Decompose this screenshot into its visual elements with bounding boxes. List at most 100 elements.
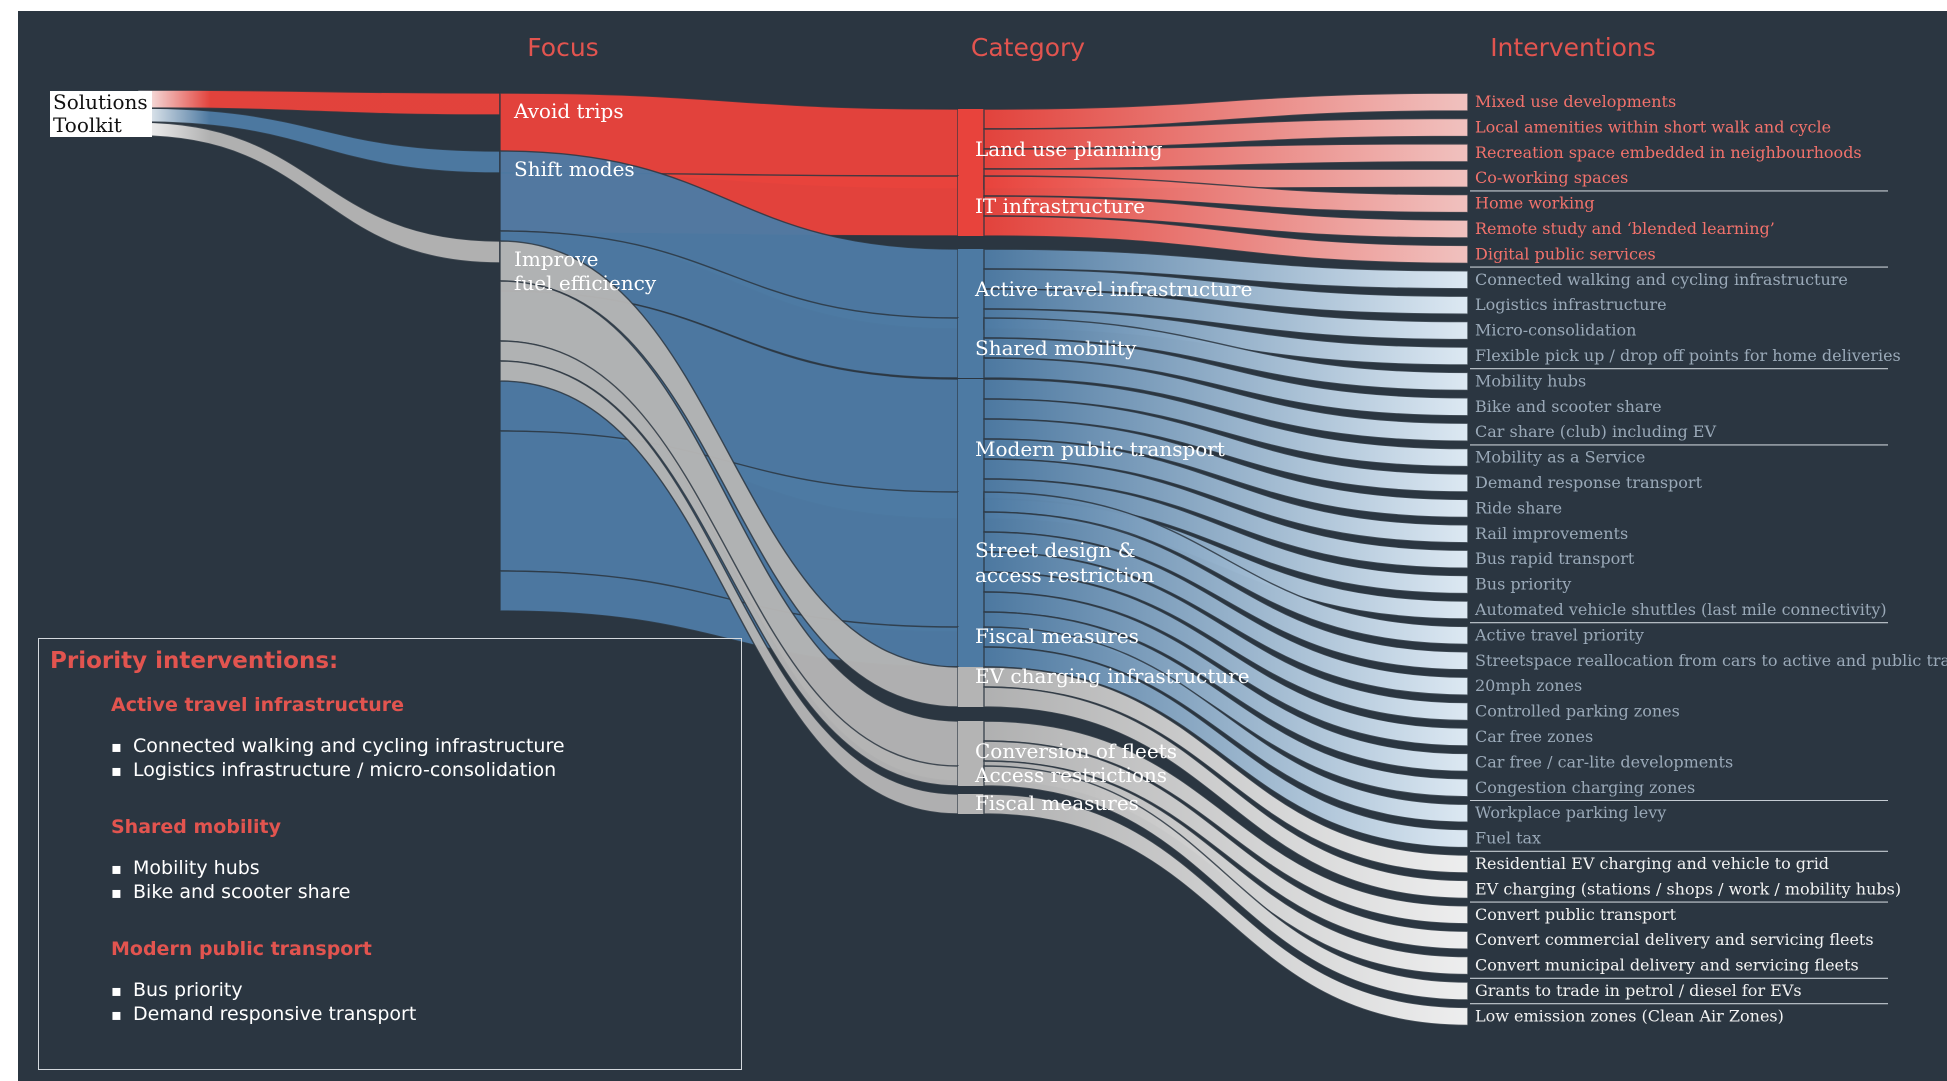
priority-item: Demand responsive transport: [111, 1003, 416, 1025]
category-label-evcharge: EV charging infrastructure: [975, 664, 1250, 688]
link-landuse-mixed-use-developments: [983, 92, 1469, 130]
link-it-remote-study-and-blended-learning: [983, 195, 1469, 239]
link-active-micro-consolidation: [983, 288, 1469, 341]
link-street-streetspace-reallocation-from-cars-to-active-and-public-transport: [983, 511, 1469, 671]
intervention-label: Mixed use developments: [1475, 92, 1676, 111]
intervention-label: Active travel priority: [1474, 625, 1644, 644]
category-label-landuse: Land use planning: [975, 137, 1163, 161]
intervention-label: Low emission zones (Clean Air Zones): [1475, 1006, 1784, 1025]
link-modern-rail-improvements: [983, 438, 1469, 544]
intervention-label: Convert public transport: [1475, 905, 1677, 924]
intervention-label: Remote study and ‘blended learning’: [1475, 219, 1775, 238]
priority-group-active-travel: Active travel infrastructure Connected w…: [111, 694, 565, 783]
link-evcharge-residential-ev-charging-and-vehicle-to-grid: [983, 666, 1469, 874]
intervention-label: Bike and scooter share: [1475, 397, 1662, 416]
link-modern-demand-response-transport: [983, 398, 1469, 493]
intervention-label: Co-working spaces: [1475, 168, 1628, 187]
intervention-label: Home working: [1475, 194, 1595, 213]
priority-item: Connected walking and cycling infrastruc…: [111, 735, 565, 757]
category-label-street: access restriction: [975, 563, 1154, 587]
intervention-label: Rail improvements: [1475, 524, 1628, 543]
category-label-active: Active travel infrastructure: [974, 277, 1252, 301]
link-shared-bike-and-scooter-share: [983, 337, 1469, 417]
category-label-access: Access restrictions: [974, 763, 1167, 787]
intervention-label: Streetspace reallocation from cars to ac…: [1475, 651, 1947, 670]
intervention-label: Bus priority: [1475, 575, 1571, 594]
focus-label-avoid: Avoid trips: [513, 99, 624, 123]
link-landuse-recreation-space-embedded-in-neighbourhoods: [983, 143, 1469, 170]
link-street-car-free-zones: [983, 571, 1469, 747]
focus-label-shift: Shift modes: [514, 157, 635, 181]
link-fiscal2-low-emission-zones-clean-air-zones: [983, 793, 1469, 1027]
intervention-label: Logistics infrastructure: [1475, 295, 1667, 314]
interventions-header: Interventions: [1490, 33, 1656, 62]
intervention-label: Controlled parking zones: [1475, 702, 1680, 721]
category-node-fiscal1: [958, 627, 986, 667]
category-node-shared: [958, 318, 986, 378]
priority-group-shared-mobility: Shared mobility Mobility hubs Bike and s…: [111, 816, 350, 905]
link-evcharge-ev-charging-stations-shops-work-mobility-hubs: [983, 686, 1469, 900]
focus-label-improve: Improve: [514, 247, 598, 271]
root-label-solutions: Solutions: [53, 90, 148, 114]
category-label-street: Street design &: [975, 538, 1136, 562]
category-label-modern: Modern public transport: [975, 437, 1225, 461]
intervention-label: Recreation space embedded in neighbourho…: [1475, 143, 1862, 162]
link-street-controlled-parking-zones: [983, 551, 1469, 722]
diagram-panel: Focus Category Interventions Solutions T…: [18, 11, 1947, 1081]
category-node-evcharge: [958, 667, 986, 707]
category-label-fiscal2: Fiscal measures: [975, 791, 1139, 815]
root-label-toolkit: Toolkit: [53, 113, 122, 137]
focus-category-links: [499, 92, 986, 815]
link-fleets-convert-commercial-delivery-and-servicing-fleets: [983, 740, 1469, 950]
intervention-label: Local amenities within short walk and cy…: [1475, 117, 1831, 136]
group-separator-lines: [1470, 190, 1888, 1005]
intervention-label: Digital public services: [1475, 244, 1656, 263]
focus-header: Focus: [527, 33, 598, 62]
intervention-label: Connected walking and cycling infrastruc…: [1475, 270, 1848, 289]
link-active-logistics-infrastructure: [983, 268, 1469, 315]
category-node-street: [958, 492, 986, 632]
link-modern-bus-rapid-transport: [983, 458, 1469, 569]
category-node-landuse: [958, 109, 986, 189]
category-label-it: IT infrastructure: [975, 194, 1145, 218]
priority-title: Priority interventions:: [50, 648, 339, 674]
link-access-grants-to-trade-in-petrol-diesel-for-evs: [983, 765, 1469, 1001]
priority-group-title: Shared mobility: [111, 816, 281, 838]
intervention-label: Mobility hubs: [1475, 371, 1586, 390]
intervention-label: Convert commercial delivery and servicin…: [1475, 930, 1874, 949]
category-label-shared: Shared mobility: [975, 336, 1137, 360]
link-street-20mph-zones: [983, 531, 1469, 696]
intervention-label: Car share (club) including EV: [1475, 422, 1716, 441]
link-modern-mobility-as-a-service: [983, 378, 1469, 468]
root-focus-links: [137, 89, 501, 264]
intervention-label: Mobility as a Service: [1475, 448, 1645, 467]
category-node-it: [958, 176, 986, 236]
priority-item: Logistics infrastructure / micro-consoli…: [111, 759, 565, 781]
intervention-label: Automated vehicle shuttles (last mile co…: [1474, 600, 1887, 619]
priority-item: Bike and scooter share: [111, 881, 350, 903]
focus-label-improve: fuel efficiency: [514, 271, 657, 295]
link-fleets-convert-public-transport: [983, 720, 1469, 925]
intervention-label: Ride share: [1475, 498, 1562, 517]
priority-item: Bus priority: [111, 979, 416, 1001]
category-label-fiscal1: Fiscal measures: [975, 624, 1139, 648]
category-node-access: [958, 766, 986, 786]
priority-item: Mobility hubs: [111, 857, 350, 879]
sankey-diagram: Focus Category Interventions Solutions T…: [50, 33, 1947, 1027]
category-label-fleets: Conversion of fleets: [975, 739, 1177, 763]
intervention-label: Fuel tax: [1475, 829, 1541, 848]
category-node-active: [958, 249, 986, 329]
intervention-label: Workplace parking levy: [1475, 803, 1666, 822]
link-it-digital-public-services: [983, 215, 1469, 265]
priority-group-title: Active travel infrastructure: [111, 694, 405, 716]
priority-interventions-box: Priority interventions: Active travel in…: [38, 638, 742, 1070]
intervention-label: Bus rapid transport: [1475, 549, 1635, 568]
intervention-label: 20mph zones: [1475, 676, 1582, 695]
link-fiscal1-workplace-parking-levy: [983, 626, 1469, 823]
intervention-label: Micro-consolidation: [1475, 321, 1636, 340]
intervention-label: Residential EV charging and vehicle to g…: [1475, 854, 1829, 873]
intervention-label: Car free zones: [1475, 727, 1593, 746]
intervention-label: Flexible pick up / drop off points for h…: [1475, 346, 1901, 365]
category-node-fiscal2: [958, 794, 986, 814]
